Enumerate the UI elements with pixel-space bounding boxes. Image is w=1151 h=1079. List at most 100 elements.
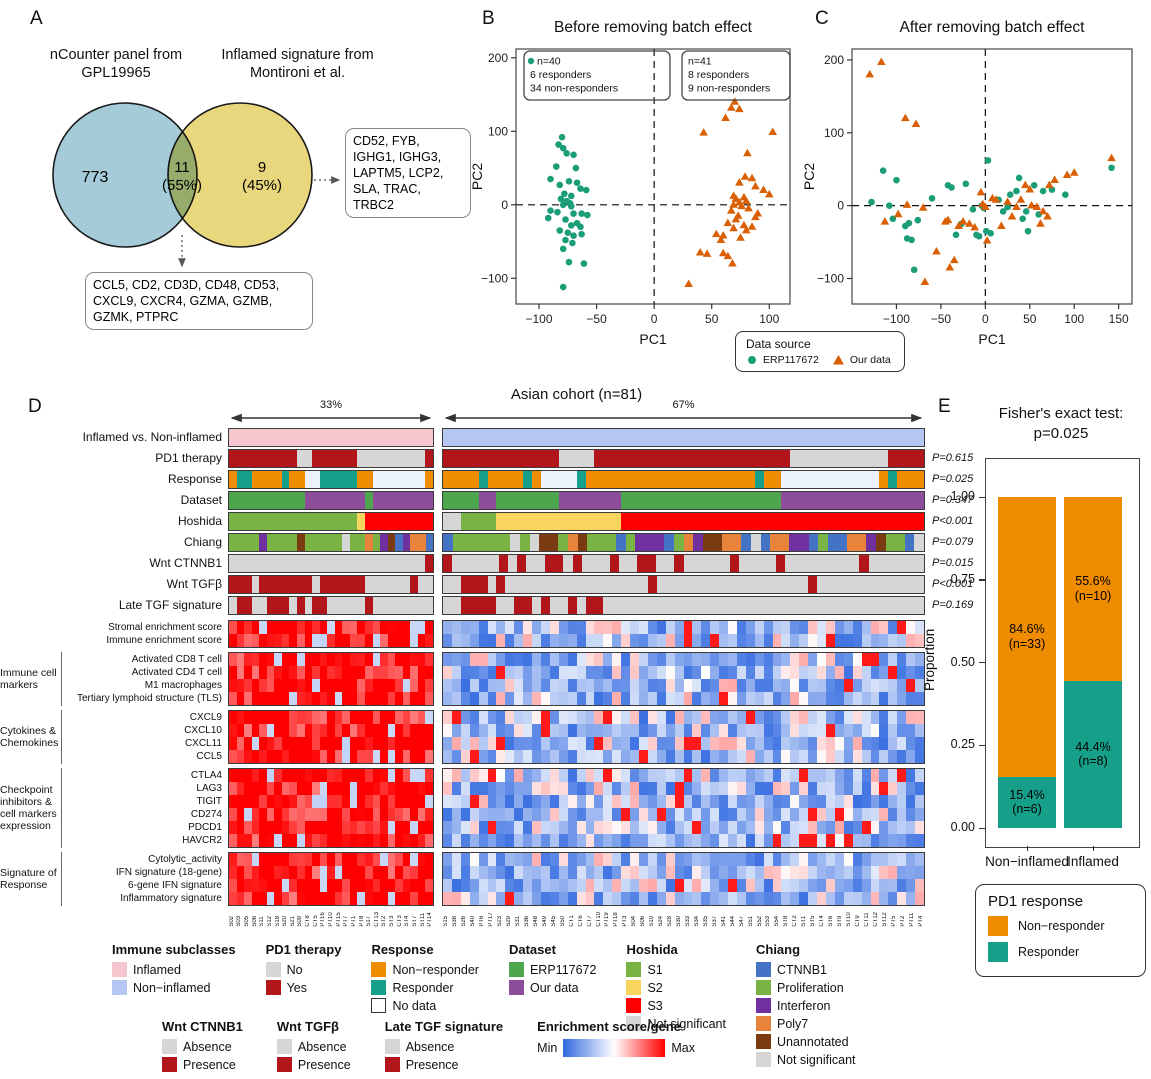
track-segment [621,513,924,530]
heatmap-cell [380,679,388,692]
x-tick-label: 50 [1023,312,1037,326]
heatmap-cell [612,711,622,724]
heatmap-cell [808,679,818,692]
heatmap-cell [710,769,720,782]
heatmap-cell [745,679,755,692]
heatmap-cell [888,795,898,808]
heatmap-cell [266,692,275,705]
data-point [573,179,581,187]
fisher-y-tick-mark [979,579,985,581]
data-point [1027,201,1036,209]
data-point [684,279,693,288]
heatmap-cell [274,821,282,834]
heatmap-cell [349,634,358,647]
heatmap-cell [861,769,871,782]
heatmap-cell [319,769,328,782]
heatmap-cell [647,834,657,847]
heatmap-row-label: HAVCR2 [182,835,222,846]
heatmap-cell [906,834,916,847]
heatmap-cell [585,853,595,866]
heatmap-cell [496,666,506,679]
heatmap-cell [861,808,871,821]
heatmap-cell [469,750,479,763]
track-segment [776,555,786,572]
track-segment [616,534,626,551]
heatmap-cell [612,795,622,808]
track-segment [387,534,396,551]
heatmap-cell [244,853,252,866]
heatmap-cell [906,711,916,724]
plot-title: Before removing batch effect [554,19,753,36]
heatmap-cell [585,769,595,782]
heatmap-cell [372,750,381,763]
block-width-arrows [230,413,923,423]
heatmap-cell [772,653,782,666]
heatmap-cell [372,821,381,834]
sample-labels-left: S02 S03 S05 S08 S11 S12 S18 S20 S21 S09 CT8 CT5 PT16… [228,912,434,927]
data-point [1003,197,1012,205]
legend-item: Yes [265,980,342,995]
heatmap-cell [710,634,720,647]
heatmap-cell [304,666,313,679]
track-segment [540,471,577,488]
heatmap-cell [540,711,550,724]
heatmap-cell [799,782,809,795]
heatmap-cell [281,808,290,821]
data-point [737,201,746,210]
heatmap-cell [469,621,479,634]
heatmap-cell [674,795,684,808]
heatmap-cell [647,782,657,795]
heatmap-cell [736,808,746,821]
heatmap-cell [266,653,275,666]
data-point [563,150,570,157]
heatmap-cell [576,724,586,737]
heatmap-cell [870,853,880,866]
heatmap-cell [906,621,916,634]
heatmap-cell [576,808,586,821]
legend-swatch [755,998,771,1013]
heatmap-cell [843,782,853,795]
heatmap-cell [410,795,418,808]
track-segment [514,597,533,614]
sample-label: S15 [443,915,450,927]
heatmap-cell [514,821,524,834]
heatmap-cell [763,821,773,834]
heatmap-cell [478,621,488,634]
track-segment [289,471,305,488]
heatmap-cell [266,879,275,892]
annotation-line: 8 responders [688,69,749,81]
heatmap-cell [701,795,711,808]
heatmap-cell [327,879,335,892]
track-right-block [442,554,925,573]
data-point [1050,175,1059,184]
heatmap-cell [395,666,403,679]
heatmap-cell [852,795,862,808]
heatmap-cell [630,621,639,634]
heatmap-cell [665,834,675,847]
heatmap-right-block [442,652,925,706]
heatmap-cell [244,821,252,834]
heatmap-cell [304,679,313,692]
heatmap-cell [826,653,835,666]
track-segment [656,576,809,593]
heatmap-cell [567,724,577,737]
heatmap-cell [469,692,479,705]
data-point [567,202,575,210]
pca-before-plot: Before removing batch effect−100 −50 0 50 10… [469,19,791,347]
heatmap-cell [312,821,320,834]
x-tick-label: 100 [1064,312,1084,326]
heatmap-cell [312,866,320,879]
sample-label: S31 [515,915,522,927]
heatmap-cell [505,653,515,666]
heatmap-row-label: CXCL11 [184,738,222,749]
heatmap-cell [710,834,720,847]
track-segment [637,555,656,572]
heatmap-cell [274,666,282,679]
heatmap-cell [763,879,773,892]
heatmap-cell [728,679,737,692]
track-segment [754,471,764,488]
annotation-box [681,50,791,101]
heatmap-cell [665,724,675,737]
heatmap-cell [496,866,506,879]
heatmap-cell [701,634,711,647]
